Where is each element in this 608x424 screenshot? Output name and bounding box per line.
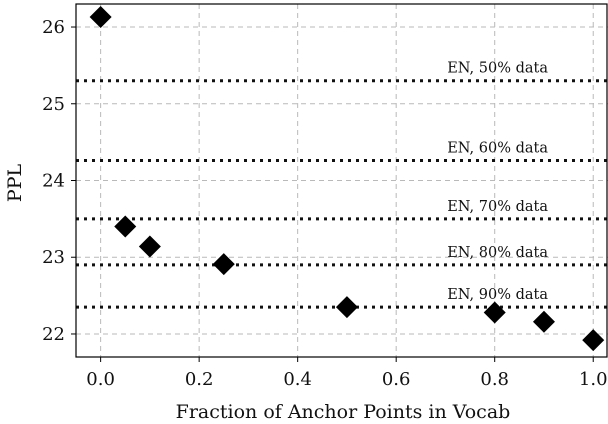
- tick-labels: 0.0 0.2 0.4 0.6 0.8 1.0 22 23 24 25 26: [42, 17, 607, 390]
- data-point-diamond: [114, 215, 137, 238]
- data-point-diamond: [335, 296, 358, 319]
- y-axis-label: PPL: [4, 164, 26, 203]
- data-point-diamond: [138, 235, 161, 258]
- data-point-diamond: [532, 310, 555, 333]
- y-tick-label: 25: [42, 94, 65, 115]
- y-tick-label: 24: [42, 171, 65, 192]
- x-tick-label: 0.4: [283, 369, 312, 390]
- reference-line-label: EN, 90% data: [447, 287, 548, 303]
- data-points: [89, 6, 605, 352]
- y-tick-label: 26: [42, 17, 65, 38]
- x-tick-label: 1.0: [579, 369, 608, 390]
- x-axis-label: Fraction of Anchor Points in Vocab: [176, 401, 511, 423]
- grid: [76, 4, 608, 357]
- reference-lines: EN, 50% data EN, 60% data EN, 70% data EN, …: [76, 61, 608, 309]
- reference-line-label: EN, 50% data: [447, 61, 548, 77]
- reference-line-label: EN, 60% data: [447, 141, 548, 157]
- reference-line-label: EN, 70% data: [447, 199, 548, 215]
- data-point-diamond: [483, 301, 506, 324]
- data-point-diamond: [582, 329, 605, 352]
- data-point-diamond: [212, 253, 235, 276]
- reference-line-label: EN, 80% data: [447, 245, 548, 261]
- data-point-diamond: [89, 6, 112, 29]
- y-tick-label: 22: [42, 324, 65, 345]
- x-tick-label: 0.6: [382, 369, 411, 390]
- x-tick-label: 0.8: [480, 369, 509, 390]
- x-tick-label: 0.0: [86, 369, 115, 390]
- y-tick-label: 23: [42, 247, 65, 268]
- x-tick-label: 0.2: [185, 369, 214, 390]
